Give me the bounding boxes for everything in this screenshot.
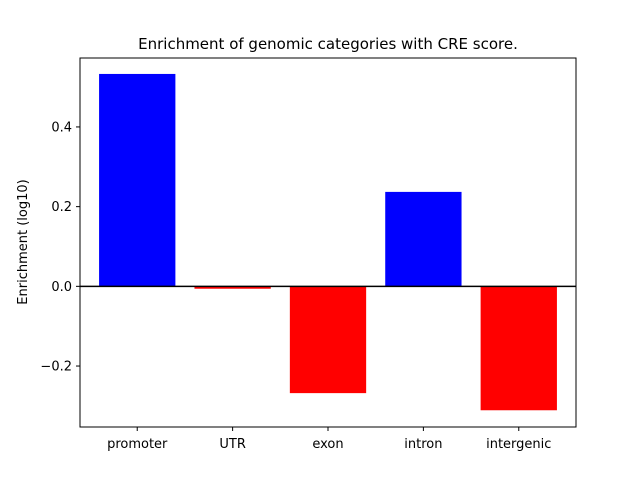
x-tick-label-UTR: UTR	[219, 437, 246, 452]
bar-intergenic	[480, 286, 557, 411]
y-tick-label: 0.2	[51, 200, 72, 215]
x-axis: promoter UTR exon intron intergenic	[107, 427, 551, 452]
y-axis-label: Enrichment (log10)	[16, 179, 31, 304]
x-tick-label-intergenic: intergenic	[486, 437, 551, 452]
y-axis: −0.2 0.0 0.2 0.4	[40, 120, 80, 375]
x-tick-label-intron: intron	[404, 437, 442, 452]
bar-exon	[289, 286, 367, 394]
x-tick-label-exon: exon	[312, 437, 343, 452]
bar-UTR	[194, 286, 271, 289]
bars-group	[99, 73, 557, 411]
chart-title: Enrichment of genomic categories with CR…	[138, 35, 518, 53]
y-tick-label: 0.0	[51, 280, 72, 295]
y-tick-label: −0.2	[40, 360, 72, 375]
bar-intron	[385, 191, 462, 287]
y-tick-label: 0.4	[51, 120, 72, 135]
x-tick-label-promoter: promoter	[107, 437, 168, 452]
bar-promoter	[99, 73, 176, 287]
